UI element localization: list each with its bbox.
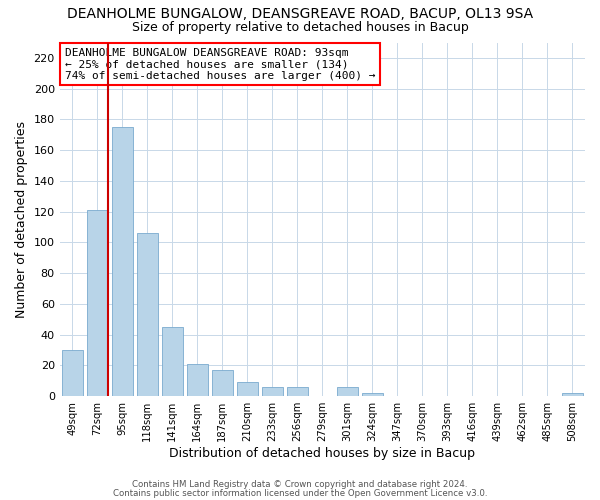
Text: DEANHOLME BUNGALOW, DEANSGREAVE ROAD, BACUP, OL13 9SA: DEANHOLME BUNGALOW, DEANSGREAVE ROAD, BA… xyxy=(67,8,533,22)
Bar xyxy=(337,387,358,396)
Bar xyxy=(62,350,83,396)
Bar xyxy=(287,387,308,396)
Bar xyxy=(112,127,133,396)
Text: Size of property relative to detached houses in Bacup: Size of property relative to detached ho… xyxy=(131,21,469,34)
Bar xyxy=(187,364,208,396)
Bar xyxy=(86,210,108,396)
Bar xyxy=(262,387,283,396)
Bar xyxy=(212,370,233,396)
Bar xyxy=(362,393,383,396)
X-axis label: Distribution of detached houses by size in Bacup: Distribution of detached houses by size … xyxy=(169,447,475,460)
Text: Contains public sector information licensed under the Open Government Licence v3: Contains public sector information licen… xyxy=(113,488,487,498)
Bar xyxy=(562,393,583,396)
Text: Contains HM Land Registry data © Crown copyright and database right 2024.: Contains HM Land Registry data © Crown c… xyxy=(132,480,468,489)
Y-axis label: Number of detached properties: Number of detached properties xyxy=(15,121,28,318)
Bar xyxy=(161,327,183,396)
Bar xyxy=(236,382,258,396)
Bar xyxy=(137,233,158,396)
Text: DEANHOLME BUNGALOW DEANSGREAVE ROAD: 93sqm
← 25% of detached houses are smaller : DEANHOLME BUNGALOW DEANSGREAVE ROAD: 93s… xyxy=(65,48,376,81)
